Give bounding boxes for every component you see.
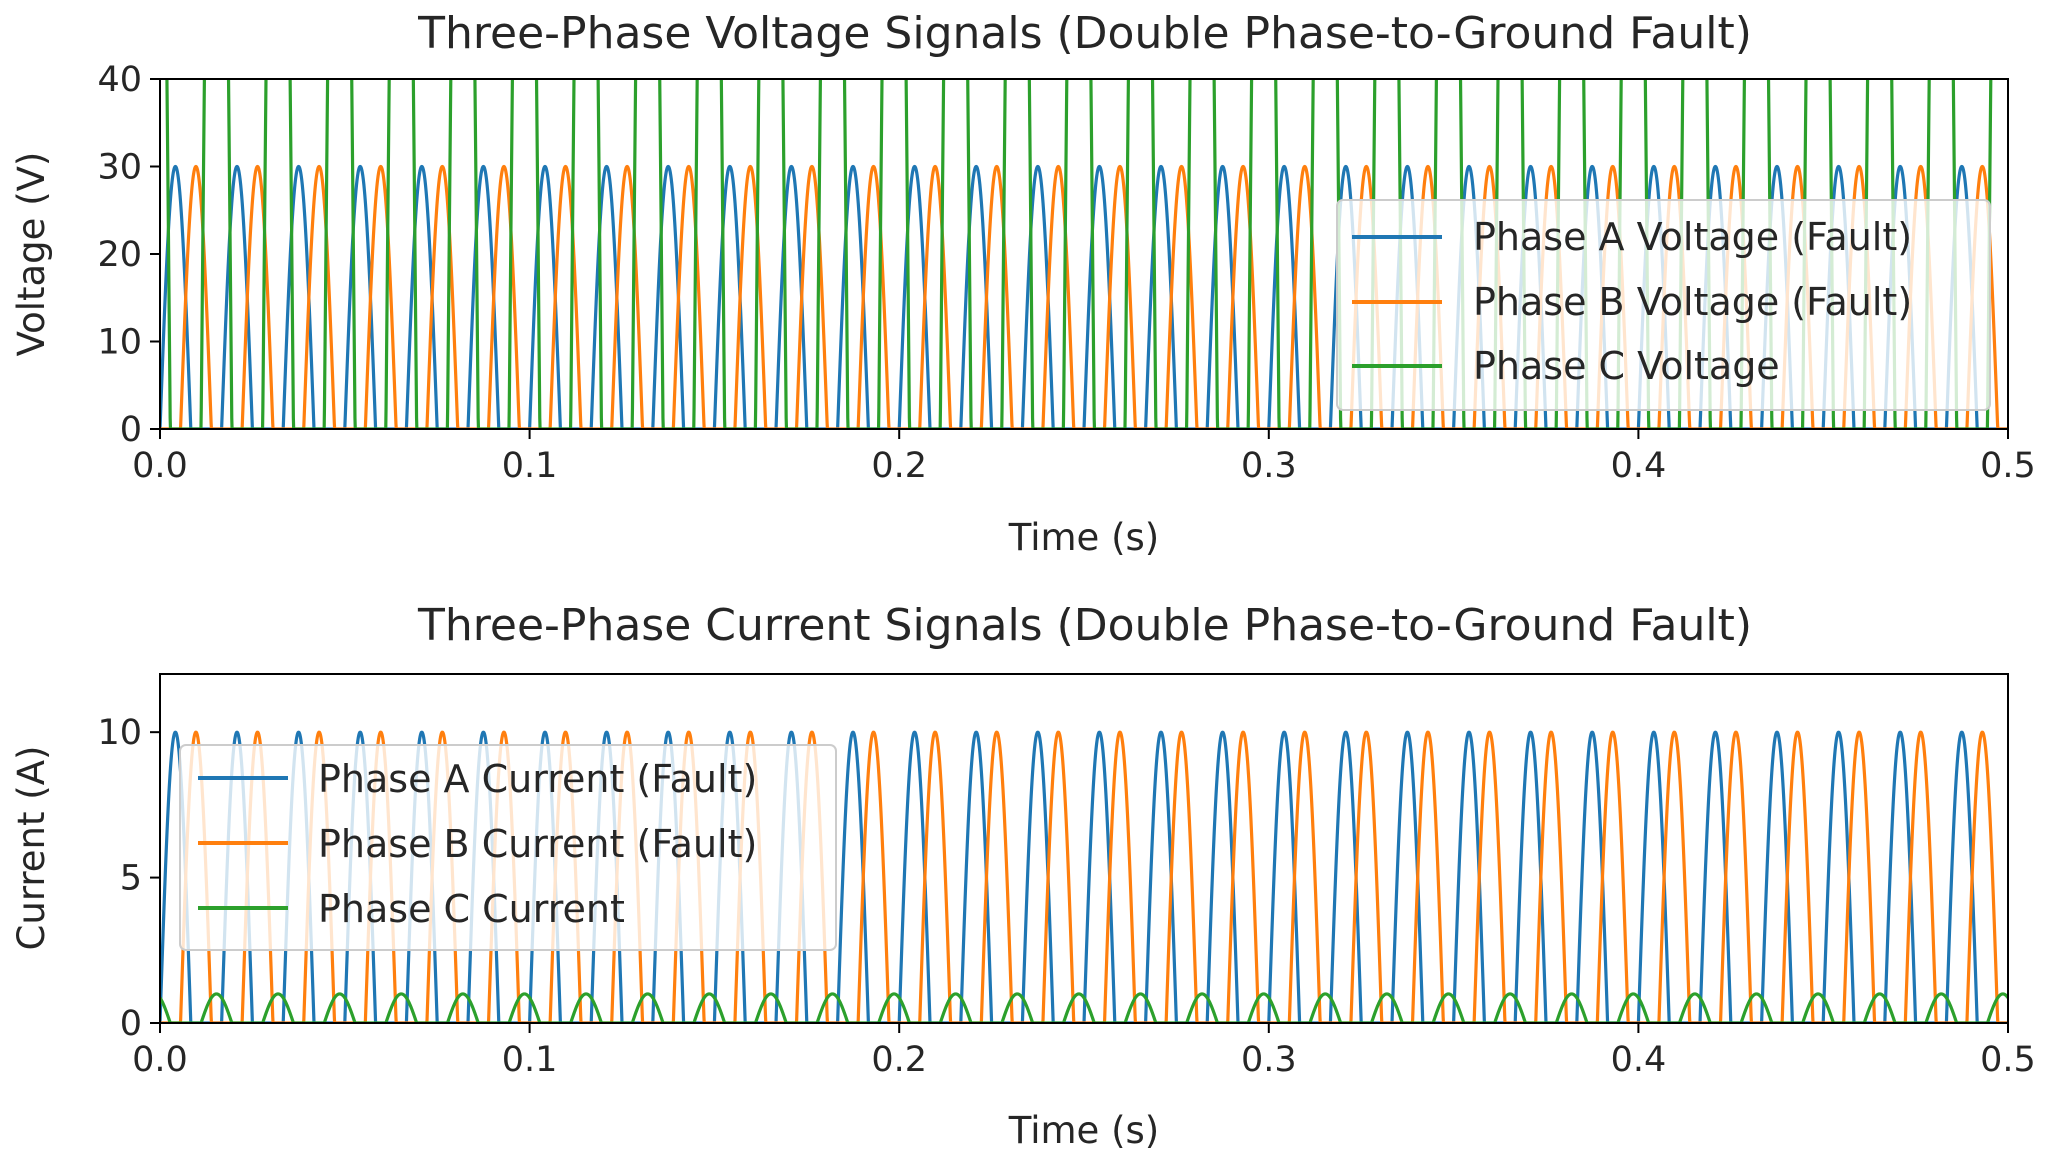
voltage-legend-box bbox=[1336, 199, 1991, 411]
voltage-y-tick-label: 20 bbox=[97, 235, 142, 275]
voltage-y-axis-label: Voltage (V) bbox=[10, 152, 53, 357]
voltage-x-tick-label: 0.5 bbox=[1980, 446, 2036, 486]
current-x-axis-label: Time (s) bbox=[1008, 1109, 1159, 1152]
current-legend-box bbox=[179, 744, 837, 951]
current-subplot: Three-Phase Current Signals (Double Phas… bbox=[10, 600, 2036, 1152]
voltage-y-ticks: 0 10 20 30 40 bbox=[97, 60, 160, 450]
current-y-tick-label: 5 bbox=[120, 859, 142, 899]
voltage-y-tick-label: 30 bbox=[97, 148, 142, 188]
legend-label-phase-a-voltage: Phase A Voltage (Fault) bbox=[1473, 215, 1912, 259]
voltage-y-tick-label: 40 bbox=[97, 60, 142, 100]
legend-label-phase-a-current: Phase A Current (Fault) bbox=[318, 757, 757, 801]
legend-label-phase-b-voltage: Phase B Voltage (Fault) bbox=[1473, 280, 1912, 324]
current-x-ticks: 0.0 0.1 0.2 0.3 0.4 0.5 bbox=[132, 1023, 2036, 1080]
voltage-subplot: Three-Phase Voltage Signals (Double Phas… bbox=[10, 8, 2036, 559]
voltage-x-tick-label: 0.0 bbox=[132, 446, 188, 486]
current-y-tick-label: 10 bbox=[97, 713, 142, 753]
current-plot-area bbox=[160, 730, 2008, 1023]
current-axes-frame bbox=[159, 673, 2009, 1024]
current-x-tick-label: 0.4 bbox=[1611, 1040, 1667, 1080]
voltage-legend: Phase A Voltage (Fault) Phase B Voltage … bbox=[1336, 199, 1991, 411]
voltage-x-ticks: 0.0 0.1 0.2 0.3 0.4 0.5 bbox=[132, 429, 2036, 486]
current-y-axis-label: Current (A) bbox=[10, 746, 53, 951]
voltage-y-tick-label: 10 bbox=[97, 323, 142, 363]
legend-label-phase-c-current: Phase C Current bbox=[318, 887, 625, 931]
voltage-x-tick-label: 0.4 bbox=[1611, 446, 1667, 486]
current-chart-title: Three-Phase Current Signals (Double Phas… bbox=[417, 600, 1752, 651]
voltage-chart-title: Three-Phase Voltage Signals (Double Phas… bbox=[417, 8, 1752, 59]
voltage-x-tick-label: 0.3 bbox=[1241, 446, 1297, 486]
legend-label-phase-b-current: Phase B Current (Fault) bbox=[318, 822, 757, 866]
voltage-x-tick-label: 0.1 bbox=[502, 446, 558, 486]
current-x-tick-label: 0.5 bbox=[1980, 1040, 2036, 1080]
voltage-x-tick-label: 0.2 bbox=[871, 446, 927, 486]
current-x-tick-label: 0.3 bbox=[1241, 1040, 1297, 1080]
current-series-line-c bbox=[160, 992, 2008, 1023]
current-x-tick-label: 0.2 bbox=[871, 1040, 927, 1080]
current-x-tick-label: 0.1 bbox=[502, 1040, 558, 1080]
legend-label-phase-c-voltage: Phase C Voltage bbox=[1473, 344, 1780, 388]
voltage-x-axis-label: Time (s) bbox=[1008, 516, 1159, 559]
current-legend: Phase A Current (Fault) Phase B Current … bbox=[179, 744, 837, 951]
current-y-ticks: 0 5 10 bbox=[97, 713, 160, 1044]
current-y-tick-label: 0 bbox=[120, 1004, 142, 1044]
voltage-y-tick-label: 0 bbox=[120, 410, 142, 450]
current-x-tick-label: 0.0 bbox=[132, 1040, 188, 1080]
